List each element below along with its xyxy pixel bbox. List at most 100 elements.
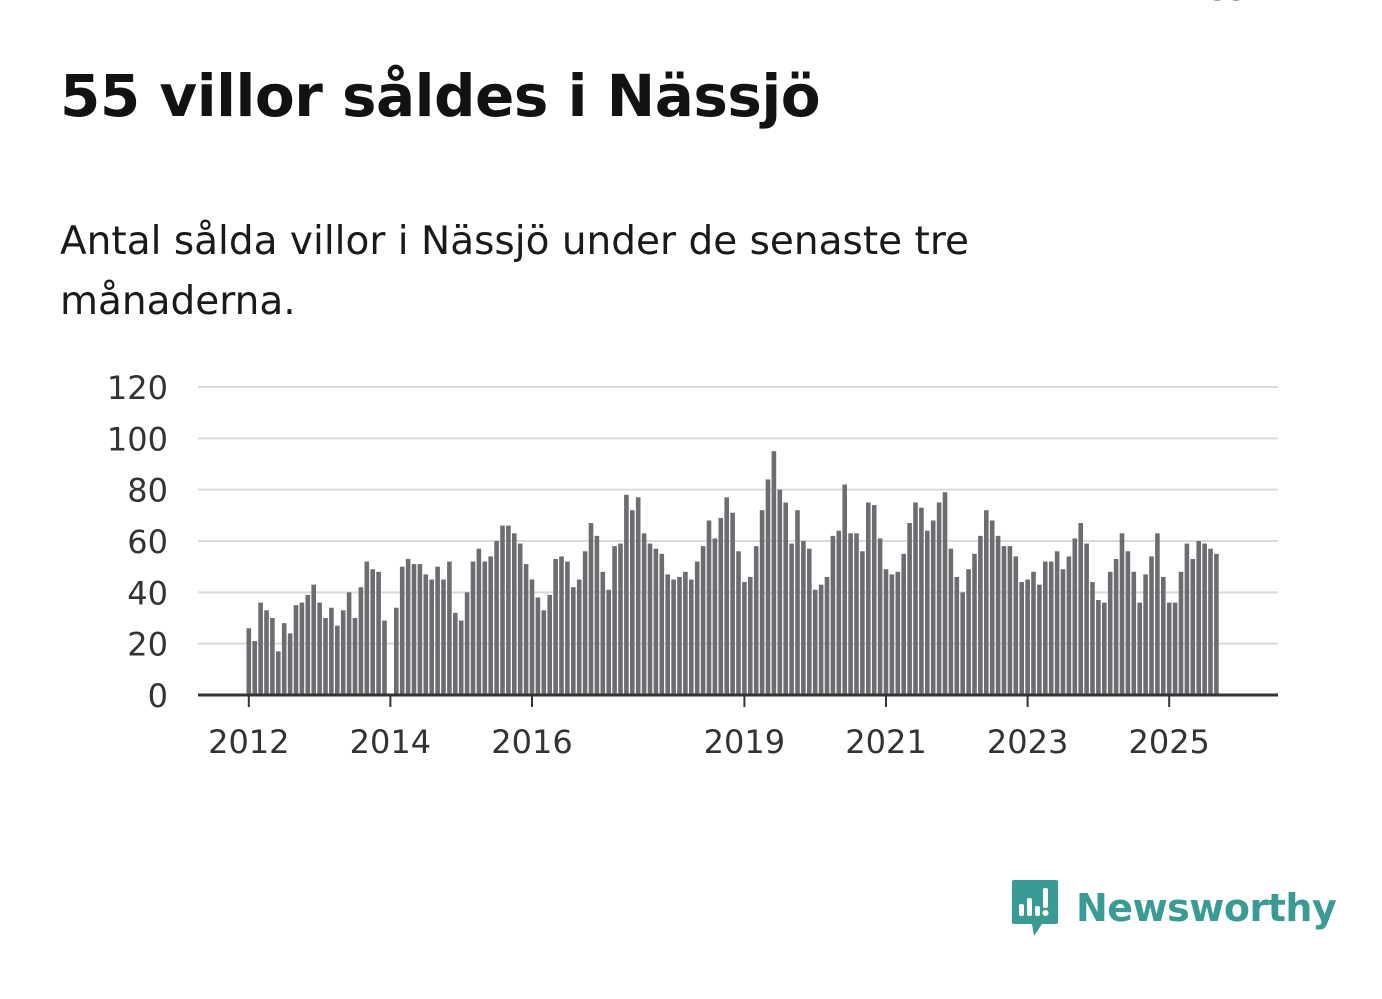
bar xyxy=(742,582,747,695)
bar xyxy=(630,510,635,695)
bar xyxy=(618,543,623,695)
bar xyxy=(635,497,641,695)
bar xyxy=(399,566,405,695)
bar xyxy=(423,574,429,695)
bar xyxy=(877,538,883,695)
chart-subtitle: Antal sålda villor i Nässjö under de sen… xyxy=(60,219,969,324)
bar xyxy=(1131,571,1137,695)
bar xyxy=(547,594,552,695)
bar xyxy=(789,543,794,695)
bar xyxy=(1125,551,1131,695)
bar xyxy=(925,530,930,695)
bar xyxy=(535,597,541,695)
bar xyxy=(848,533,853,695)
bar xyxy=(866,502,871,695)
bar xyxy=(1043,561,1048,695)
bar xyxy=(258,602,263,695)
bar xyxy=(871,505,877,695)
bar xyxy=(488,556,493,695)
bar xyxy=(512,533,517,695)
bar xyxy=(1184,543,1190,695)
bar xyxy=(340,610,346,695)
bar xyxy=(724,497,729,695)
bar xyxy=(252,641,257,695)
bar xyxy=(482,561,488,695)
bar xyxy=(364,561,370,695)
bar xyxy=(972,553,977,695)
bar xyxy=(801,541,806,695)
y-tick-label: 60 xyxy=(127,523,168,561)
bar xyxy=(995,535,1001,695)
bar xyxy=(1066,556,1072,695)
y-tick-label: 100 xyxy=(107,420,168,458)
y-tick-label: 80 xyxy=(127,472,168,510)
bar xyxy=(281,623,287,695)
bar xyxy=(246,628,252,695)
value-annotation: 55 xyxy=(1209,0,1247,8)
bar xyxy=(771,451,777,695)
bar xyxy=(1178,571,1184,695)
bar xyxy=(677,576,682,695)
bar xyxy=(559,556,564,695)
bar xyxy=(588,523,594,695)
bar xyxy=(506,525,511,695)
bar xyxy=(624,494,629,695)
bar xyxy=(523,564,529,695)
bar xyxy=(1001,546,1007,695)
bar xyxy=(936,502,942,695)
bar xyxy=(358,587,364,695)
bar xyxy=(435,566,440,695)
x-tick-label: 2021 xyxy=(845,723,926,761)
bar xyxy=(1214,553,1219,695)
x-tick-label: 2016 xyxy=(491,723,572,761)
bar xyxy=(600,571,606,695)
y-tick-label: 0 xyxy=(148,677,168,715)
bar xyxy=(753,546,759,695)
brand: Newsworthy xyxy=(1010,878,1337,938)
bar xyxy=(736,551,741,695)
x-tick-label: 2023 xyxy=(987,723,1068,761)
bar xyxy=(1196,541,1201,695)
bar xyxy=(765,479,771,695)
bar xyxy=(984,510,989,695)
bar xyxy=(529,579,535,695)
bar xyxy=(346,592,352,695)
bar xyxy=(1060,569,1066,695)
bar xyxy=(818,584,824,695)
bar xyxy=(683,571,688,695)
bar xyxy=(883,569,889,695)
bar xyxy=(494,541,499,695)
bar xyxy=(930,520,936,695)
bar xyxy=(500,525,505,695)
bar xyxy=(1102,602,1107,695)
bar xyxy=(299,602,305,695)
bar xyxy=(311,584,316,695)
bar xyxy=(464,592,470,695)
bar xyxy=(647,543,653,695)
bar xyxy=(1031,571,1036,695)
bar xyxy=(836,530,842,695)
bar xyxy=(1208,548,1213,695)
bar xyxy=(919,507,924,695)
bar xyxy=(264,610,269,695)
bar xyxy=(718,517,724,695)
bar xyxy=(1155,533,1160,695)
bar xyxy=(1090,582,1095,695)
bar xyxy=(382,620,387,695)
x-tick-label: 2019 xyxy=(704,723,785,761)
bar xyxy=(1161,576,1166,695)
bar xyxy=(329,607,334,695)
bar xyxy=(730,512,735,695)
bar xyxy=(541,610,547,695)
bar xyxy=(1190,558,1196,695)
bar xyxy=(553,558,558,695)
y-tick-label: 120 xyxy=(107,369,168,407)
bar xyxy=(1078,523,1083,695)
bar xyxy=(270,618,275,695)
bar xyxy=(1096,600,1101,695)
bar xyxy=(411,564,417,695)
bar xyxy=(1119,533,1125,695)
bar xyxy=(653,548,659,695)
bar xyxy=(323,618,328,695)
bar xyxy=(352,618,358,695)
